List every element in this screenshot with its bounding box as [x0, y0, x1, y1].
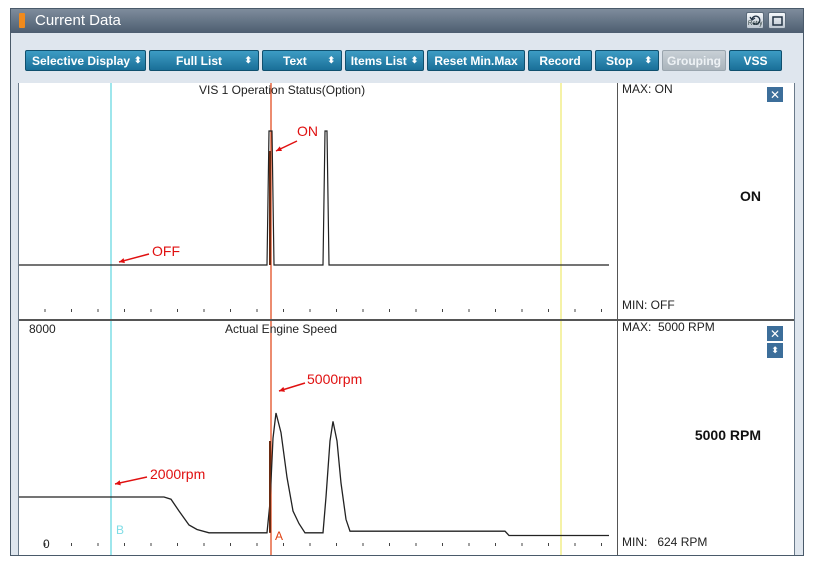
updown-chevron-icon: ⬍: [327, 55, 335, 65]
stop-button[interactable]: Stop ⬍: [595, 50, 659, 71]
vis-status-pane: VIS 1 Operation Status(Option) ON OFF MA…: [19, 83, 794, 321]
annotation-2000rpm-arrow: [114, 476, 148, 485]
min-value: MIN: 624 RPM: [622, 535, 708, 549]
maximize-icon: [772, 16, 783, 26]
retry-label: Retry: [748, 21, 763, 27]
min-value: MIN: OFF: [622, 298, 675, 312]
annotation-on-arrow-head: [276, 146, 282, 152]
reset-min-max-button[interactable]: Reset Min.Max: [427, 50, 525, 71]
toolbar: Selective Display ⬍ Full List ⬍ Text ⬍ I…: [11, 33, 803, 83]
grouping-label: Grouping: [667, 53, 721, 68]
full-list-label: Full List: [176, 53, 222, 68]
vss-label: VSS: [743, 53, 768, 68]
maximize-button[interactable]: [768, 12, 786, 29]
annotation-5000rpm: 5000rpm: [307, 371, 363, 387]
close-icon: ✕: [769, 326, 781, 341]
close-pane-button[interactable]: ✕: [767, 326, 783, 341]
vis-status-side-panel: MAX: ON ON MIN: OFF ✕: [617, 83, 794, 319]
chart-title: VIS 1 Operation Status(Option): [199, 83, 366, 97]
y-axis-min-label: 0: [43, 537, 50, 551]
engine-speed-series-line: [19, 412, 609, 537]
chart-title: Actual Engine Speed: [225, 322, 338, 336]
reset-min-max-label: Reset Min.Max: [434, 53, 518, 68]
text-label: Text: [283, 53, 307, 68]
annotation-5000rpm-arrow-head: [279, 386, 285, 392]
stop-label: Stop: [606, 53, 633, 68]
record-button[interactable]: Record: [528, 50, 592, 71]
updown-chevron-icon: ⬍: [410, 55, 419, 65]
vis-status-chart[interactable]: [19, 83, 617, 319]
title-bar: Current Data Retry: [11, 9, 803, 33]
selective-display-button[interactable]: Selective Display ⬍: [25, 50, 146, 71]
retry-button[interactable]: Retry: [746, 12, 764, 29]
updown-arrow-icon: ⬍: [771, 345, 779, 356]
items-list-button[interactable]: Items List ⬍: [345, 50, 424, 71]
engine-speed-chart[interactable]: [19, 321, 617, 555]
updown-chevron-icon: ⬍: [644, 55, 652, 65]
annotation-2000rpm-arrow-head: [115, 480, 121, 486]
items-list-label: Items List: [350, 53, 407, 68]
grouping-button[interactable]: Grouping: [662, 50, 726, 71]
text-button[interactable]: Text ⬍: [262, 50, 342, 71]
max-value: MAX: ON: [622, 83, 673, 96]
current-value: 5000 RPM: [694, 427, 761, 443]
max-value: MAX: 5000 RPM: [622, 321, 715, 334]
record-label: Record: [539, 53, 581, 68]
close-pane-button[interactable]: ✕: [767, 87, 783, 102]
current-data-window: Current Data Retry Selective Display ⬍ F…: [10, 8, 804, 556]
cursor-b-label: B: [116, 523, 125, 537]
window-status-icon: [19, 13, 25, 28]
full-list-button[interactable]: Full List ⬍: [149, 50, 259, 71]
annotation-2000rpm: 2000rpm: [150, 466, 206, 482]
updown-chevron-icon: ⬍: [134, 55, 142, 65]
cursor-a-label: A: [275, 529, 284, 543]
vis-status-series-line: [19, 130, 609, 266]
annotation-off: OFF: [152, 243, 180, 259]
engine-speed-side-panel: MAX: 5000 RPM 5000 RPM MIN: 624 RPM ✕ ⬍: [617, 321, 794, 555]
resize-pane-button[interactable]: ⬍: [767, 343, 783, 358]
annotation-off-arrow-head: [119, 258, 125, 264]
close-icon: ✕: [769, 87, 781, 102]
window-title: Current Data: [35, 12, 121, 29]
y-axis-max-label: 8000: [29, 322, 56, 336]
retry-icon: [749, 15, 761, 25]
vss-button[interactable]: VSS: [729, 50, 782, 71]
selective-display-label: Selective Display: [32, 53, 131, 68]
updown-chevron-icon: ⬍: [244, 55, 252, 65]
current-value: ON: [740, 188, 761, 204]
engine-speed-pane: 8000 0 Actual Engine Speed 5000rpm 2000r…: [19, 321, 794, 555]
plot-area: VIS 1 Operation Status(Option) ON OFF MA…: [18, 83, 795, 555]
annotation-on: ON: [297, 123, 318, 139]
